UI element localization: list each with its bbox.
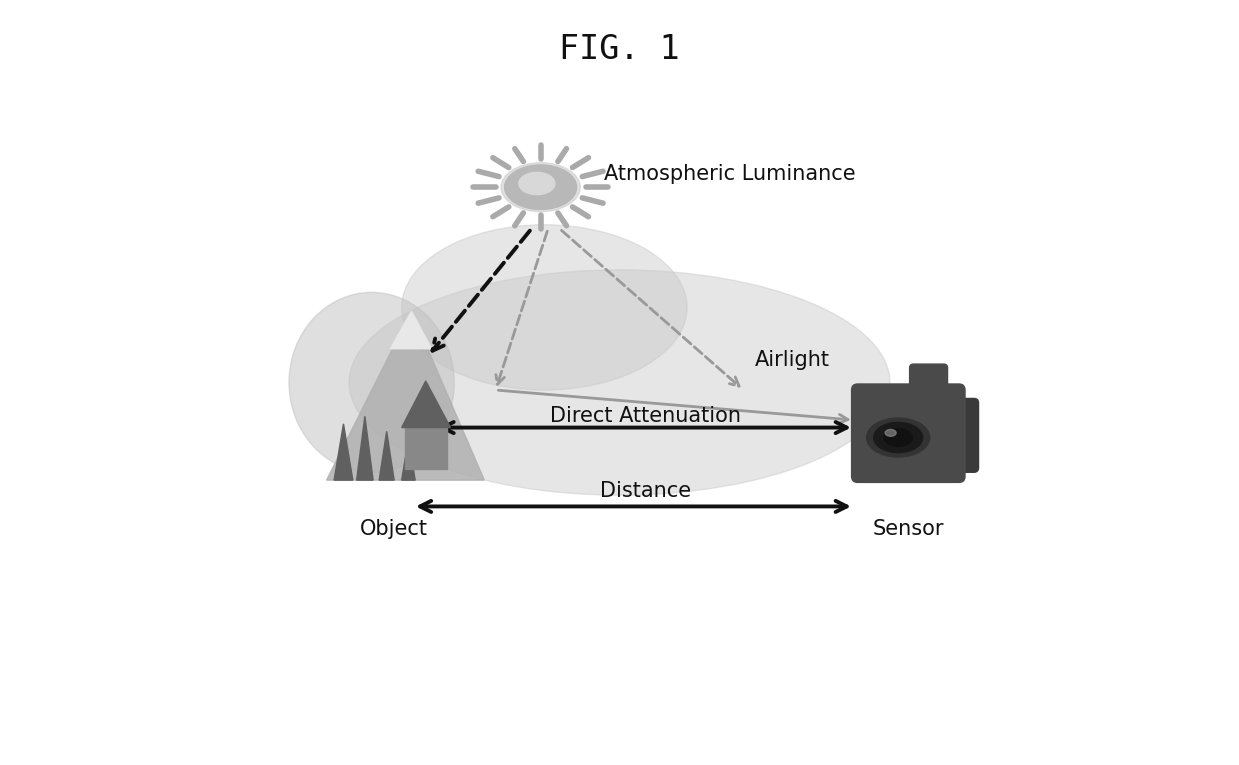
FancyBboxPatch shape	[851, 384, 965, 483]
Text: FIG. 1: FIG. 1	[559, 33, 680, 67]
Text: Object: Object	[361, 519, 429, 539]
FancyBboxPatch shape	[909, 364, 948, 398]
Text: Direct Attenuation: Direct Attenuation	[550, 405, 741, 425]
FancyBboxPatch shape	[405, 428, 447, 469]
Ellipse shape	[504, 165, 576, 210]
Ellipse shape	[883, 428, 912, 446]
Polygon shape	[357, 416, 373, 480]
Ellipse shape	[519, 172, 555, 194]
FancyBboxPatch shape	[950, 399, 979, 472]
Polygon shape	[327, 311, 484, 480]
Ellipse shape	[349, 270, 890, 495]
Text: Atmospheric Luminance: Atmospheric Luminance	[605, 164, 856, 184]
Polygon shape	[401, 439, 415, 480]
Ellipse shape	[873, 422, 923, 453]
Ellipse shape	[501, 163, 580, 212]
Ellipse shape	[885, 429, 896, 436]
Polygon shape	[401, 381, 451, 428]
Ellipse shape	[401, 225, 688, 390]
Text: Airlight: Airlight	[755, 350, 830, 370]
Polygon shape	[379, 431, 394, 480]
Ellipse shape	[866, 418, 929, 457]
Text: Sensor: Sensor	[873, 519, 944, 539]
Ellipse shape	[289, 292, 455, 473]
Polygon shape	[335, 424, 353, 480]
Polygon shape	[390, 311, 431, 349]
Text: Distance: Distance	[600, 481, 691, 501]
